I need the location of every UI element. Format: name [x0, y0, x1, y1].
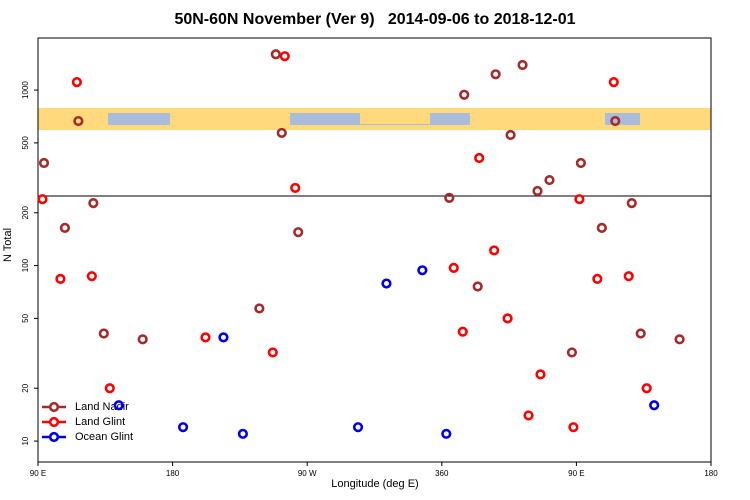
- point: [457, 326, 468, 337]
- legend-marker: [48, 401, 60, 413]
- y-tick-label: 200: [21, 206, 30, 220]
- point: [55, 273, 66, 284]
- point: [276, 127, 287, 139]
- point: [270, 49, 281, 60]
- point: [279, 51, 290, 62]
- point: [641, 383, 652, 394]
- y-tick-label: 1000: [21, 81, 30, 99]
- point: [104, 383, 115, 394]
- point: [290, 182, 301, 194]
- point: [352, 422, 364, 433]
- point: [566, 347, 578, 358]
- point: [505, 129, 516, 141]
- point: [596, 222, 607, 233]
- point: [523, 410, 534, 421]
- point: [474, 152, 485, 164]
- x-tick-label: 180: [704, 469, 718, 478]
- point: [88, 197, 99, 209]
- point: [417, 265, 428, 276]
- point: [254, 303, 265, 314]
- point: [444, 192, 455, 203]
- point: [237, 428, 248, 439]
- point: [635, 328, 646, 339]
- x-axis-label: Longitude (deg E): [331, 478, 418, 490]
- point: [649, 400, 660, 411]
- point: [574, 194, 585, 205]
- point: [608, 77, 619, 88]
- y-tick-label: 100: [21, 258, 30, 272]
- point: [441, 428, 452, 439]
- y-axis-label: N Total: [2, 228, 14, 262]
- point: [472, 281, 483, 292]
- y-tick-label: 20: [21, 383, 30, 392]
- legend-label: Ocean Glint: [75, 431, 133, 443]
- point: [568, 422, 579, 433]
- point: [293, 227, 304, 238]
- point: [137, 334, 148, 345]
- legend-marker: [48, 431, 60, 443]
- plot-frame: [37, 37, 712, 463]
- point: [610, 115, 621, 127]
- point: [381, 278, 392, 289]
- point: [59, 222, 71, 233]
- x-tick-label: 360: [435, 469, 449, 478]
- point: [490, 69, 501, 80]
- point: [623, 271, 634, 282]
- point: [200, 332, 211, 343]
- point: [98, 328, 109, 339]
- y-tick-label: 10: [21, 436, 30, 445]
- point: [177, 422, 189, 433]
- x-tick-label: 90 E: [30, 469, 46, 478]
- point: [459, 89, 470, 100]
- point: [489, 245, 500, 256]
- legend-label: Land Glint: [75, 416, 125, 428]
- point: [532, 185, 543, 197]
- legend-marker: [48, 416, 60, 428]
- point: [575, 157, 586, 169]
- point: [626, 197, 637, 209]
- point: [113, 400, 124, 411]
- point: [544, 174, 555, 186]
- point: [73, 115, 84, 127]
- point: [86, 271, 97, 282]
- x-tick-label: 90 E: [568, 469, 584, 478]
- point: [71, 77, 82, 88]
- point: [37, 194, 48, 205]
- point: [38, 157, 50, 169]
- point: [502, 313, 513, 324]
- point: [218, 332, 229, 343]
- point: [674, 334, 685, 345]
- chart-title: 50N-60N November (Ver 9) 2014-09-06 to 2…: [174, 11, 575, 28]
- y-tick-label: 500: [21, 136, 30, 150]
- point: [517, 59, 528, 71]
- point: [267, 347, 278, 358]
- point: [448, 262, 459, 273]
- x-tick-label: 90 W: [298, 469, 317, 478]
- y-tick-label: 50: [21, 313, 30, 322]
- map-band: [38, 108, 711, 130]
- point: [535, 369, 546, 380]
- x-tick-label: 180: [166, 469, 180, 478]
- point: [592, 273, 603, 284]
